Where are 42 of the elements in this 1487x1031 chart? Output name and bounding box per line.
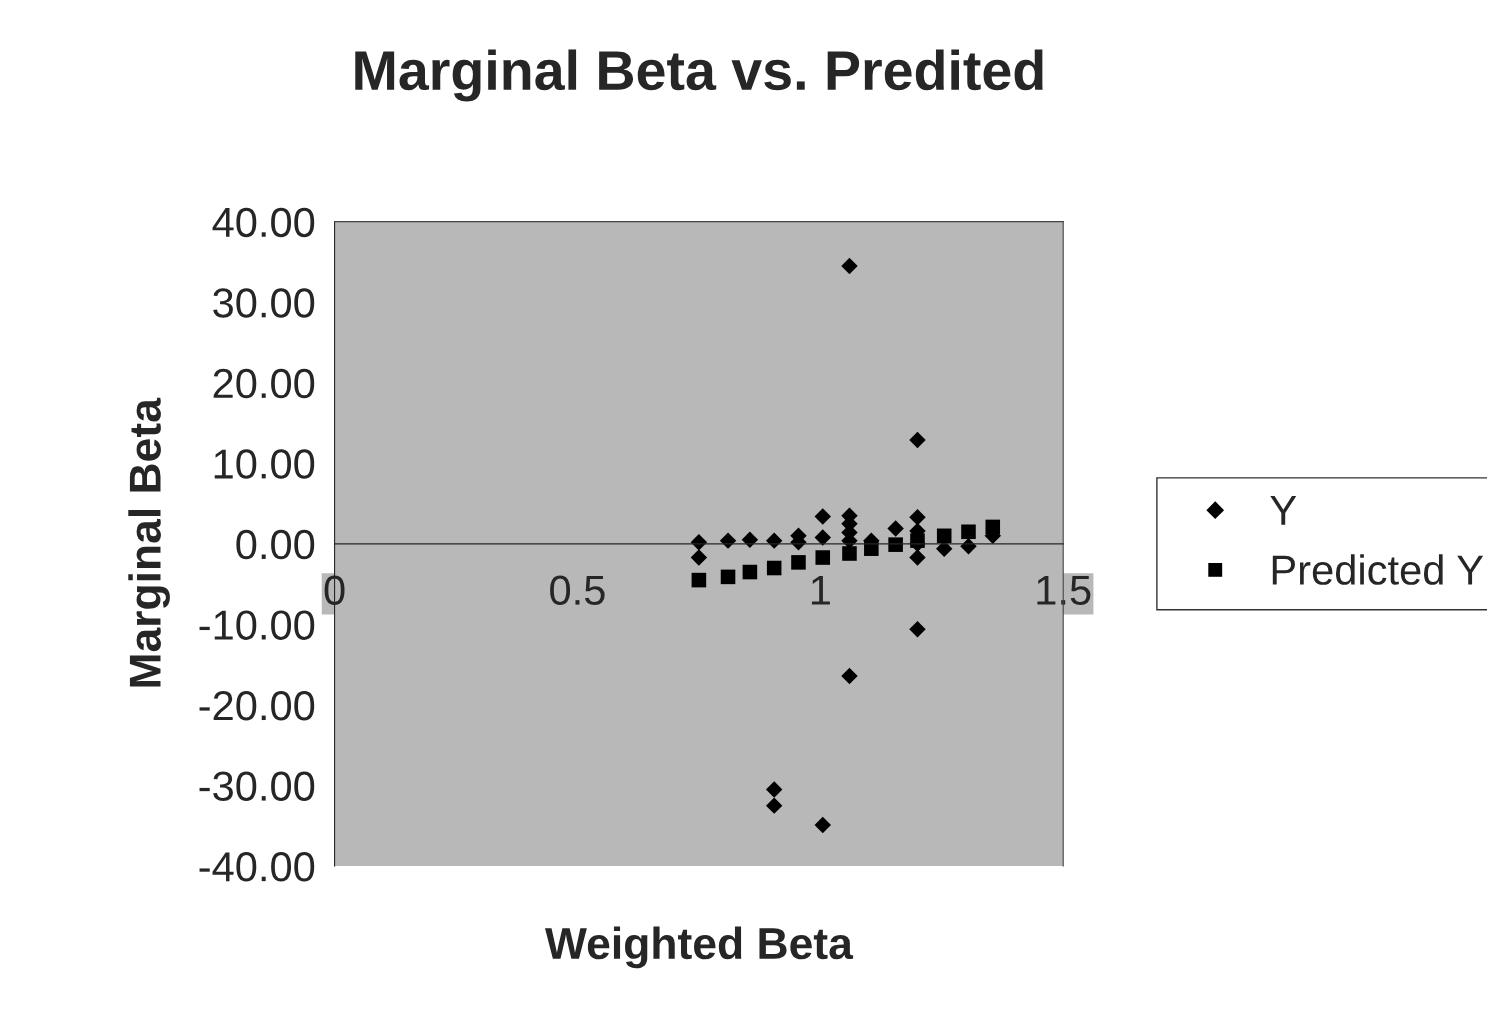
point bbox=[690, 549, 708, 566]
point bbox=[765, 797, 783, 814]
point bbox=[841, 257, 858, 275]
point bbox=[985, 519, 1001, 535]
point bbox=[814, 508, 831, 525]
y-tick-label: 0.00 bbox=[236, 529, 315, 560]
x-axis-title: Weighted Beta bbox=[545, 926, 854, 969]
y-tick-label: -30.00 bbox=[199, 771, 315, 801]
point bbox=[864, 541, 879, 556]
x-tick-label: 1 bbox=[811, 575, 830, 605]
y-axis-title: Marginal Beta bbox=[128, 397, 170, 687]
legend-label: Predicted Y bbox=[1272, 554, 1484, 585]
point bbox=[909, 549, 926, 566]
y-tick-label: -20.00 bbox=[199, 690, 315, 721]
point bbox=[910, 533, 925, 548]
y-tick-label: -40.00 bbox=[199, 852, 315, 882]
point bbox=[842, 546, 857, 561]
point bbox=[815, 550, 831, 565]
point bbox=[887, 520, 904, 537]
point bbox=[791, 555, 806, 570]
point bbox=[765, 781, 783, 798]
y-tick-label: 20.00 bbox=[213, 368, 315, 399]
point bbox=[936, 528, 952, 544]
point bbox=[766, 560, 782, 576]
point bbox=[814, 816, 831, 834]
x-tick-label: 0.5 bbox=[550, 575, 605, 606]
y-tick-label: -10.00 bbox=[199, 610, 315, 640]
point bbox=[841, 667, 858, 685]
point bbox=[720, 569, 736, 585]
point bbox=[691, 572, 707, 588]
point bbox=[888, 537, 903, 552]
point bbox=[961, 524, 976, 540]
point bbox=[814, 529, 831, 546]
point bbox=[909, 431, 926, 449]
y-tick-label: 10.00 bbox=[214, 449, 315, 479]
chart-title: Marginal Beta vs. Predited bbox=[355, 49, 1043, 102]
point bbox=[909, 509, 926, 526]
y-tick-label: 30.00 bbox=[213, 288, 315, 318]
legend-label: Y bbox=[1270, 496, 1297, 525]
point bbox=[909, 621, 926, 638]
y-tick-label: 40.00 bbox=[212, 207, 315, 238]
point bbox=[742, 564, 758, 580]
